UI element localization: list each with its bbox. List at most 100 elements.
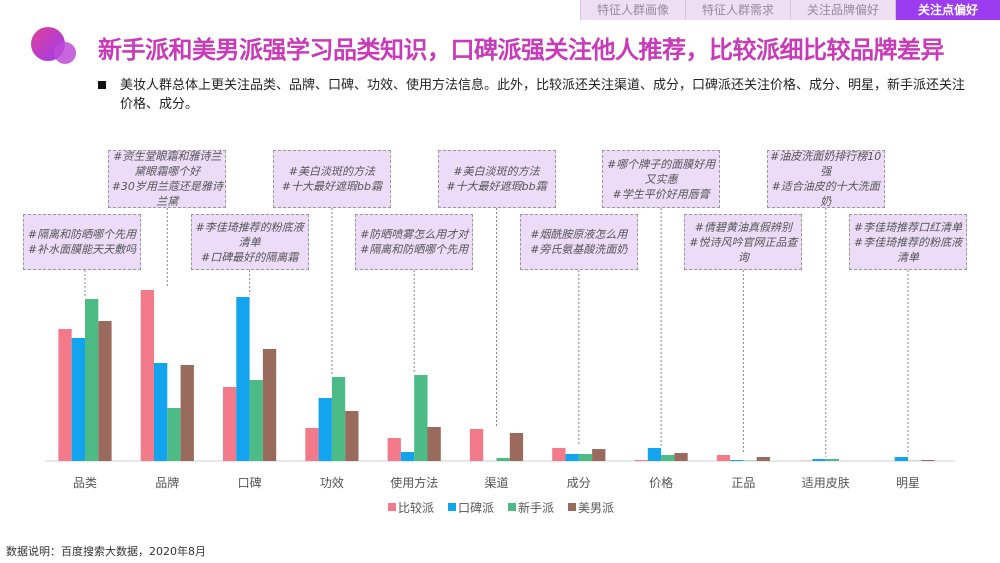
annotation-query: #十大最好遮瑕bb霜: [281, 180, 382, 193]
annotation-box: #哪个牌子的面膜好用又实惠 #学生平价好用唇膏: [602, 150, 721, 208]
bar-美男派-品类: [98, 321, 112, 461]
bar-比较派-品类: [58, 329, 72, 461]
summary-text: 美妆人群总体上更关注品类、品牌、口碑、功效、使用方法信息。此外，比较派还关注渠道…: [120, 78, 966, 112]
bar-新手派-品类: [85, 299, 99, 461]
bar-美男派-使用方法: [427, 427, 441, 461]
tab-needs[interactable]: 特征人群需求: [685, 0, 790, 20]
legend-swatch: [388, 503, 396, 511]
annotation-query: #倩碧黄油真假辨别: [694, 220, 792, 234]
annotation-box: #油皮洗面奶排行榜10强 #适合油皮的十大洗面奶: [766, 150, 885, 208]
bar-口碑派-正品: [730, 460, 744, 461]
annotation-query: #补水面膜能天天敷吗: [27, 243, 137, 256]
tab-brand-pref[interactable]: 关注品牌偏好: [790, 0, 895, 20]
annotation-box: #烟酰胺原液怎么用 #旁氏氨基酸洗面奶: [519, 214, 638, 270]
annotation-query: #烟酰胺原液怎么用: [530, 228, 628, 241]
annotation-query: #防晒喷雾怎么用才对: [360, 228, 469, 241]
bar-口碑派-明星: [894, 457, 908, 461]
tab-focus-pref[interactable]: 关注点偏好: [895, 0, 1000, 20]
legend-label: 新手派: [518, 500, 554, 515]
annotation-query: #悦诗风吟官网正品查询: [689, 235, 798, 264]
annotation-query: #十大最好遮瑕bb霜: [446, 180, 547, 193]
bar-新手派-使用方法: [414, 375, 428, 461]
x-tick-label: 口碑: [238, 475, 262, 490]
legend-swatch: [448, 503, 456, 511]
bar-美男派-渠道: [509, 433, 524, 461]
annotation-box: #倩碧黄油真假辨别 #悦诗风吟官网正品查询: [684, 214, 803, 270]
bar-美男派-明星: [921, 460, 935, 461]
bar-口碑派-价格: [647, 448, 662, 461]
annotation-box: #防晒喷雾怎么用才对 #隔离和防晒哪个先用: [355, 214, 474, 270]
bar-比较派-口碑: [223, 387, 237, 461]
annotation-query: #学生平价好用唇膏: [612, 187, 710, 201]
bar-新手派-渠道: [496, 458, 510, 461]
x-tick-label: 价格: [649, 475, 673, 490]
annotation-query: #30岁用兰蔻还是雅诗兰黛: [111, 180, 223, 208]
bar-新手派-成分: [578, 454, 593, 461]
summary-bullet: 美妆人群总体上更关注品类、品牌、口碑、功效、使用方法信息。此外，比较派还关注渠道…: [98, 76, 968, 114]
annotation-query: #旁氏氨基酸洗面奶: [530, 243, 628, 256]
bar-新手派-功效: [331, 377, 346, 461]
legend-label: 美男派: [578, 501, 614, 515]
bar-口碑派-口碑: [236, 297, 250, 461]
bar-比较派-成分: [552, 448, 566, 461]
logo-icon: [31, 27, 76, 64]
annotation-box: #资生堂眼霜和雅诗兰黛眼霜哪个好 #30岁用兰蔻还是雅诗兰黛: [108, 150, 227, 208]
annotation-query: #李佳琦推荐的粉底液清单: [195, 220, 304, 249]
nav-tabs: 特征人群画像 特征人群需求 关注品牌偏好 关注点偏好: [580, 0, 1000, 20]
annotation-query: #口碑最好的隔离霜: [200, 250, 299, 264]
annotation-box: #李佳琦推荐的粉底液清单 #口碑最好的隔离霜: [190, 214, 309, 270]
bar-口碑派-品牌: [154, 363, 168, 461]
annotation-box: #美白淡斑的方法 #十大最好遮瑕bb霜: [437, 150, 556, 208]
bar-新手派-适用皮肤: [825, 459, 839, 461]
x-tick-label: 明星: [896, 476, 920, 490]
bar-新手派-正品: [743, 460, 757, 461]
bar-口碑派-适用皮肤: [812, 459, 826, 461]
bar-新手派-口碑: [249, 380, 263, 461]
annotation-query: #资生堂眼霜和雅诗兰黛眼霜哪个好: [113, 150, 222, 178]
page-title: 新手派和美男派强学习品类知识，口碑派强关注他人推荐，比较派细比较品牌差异: [98, 36, 945, 64]
bar-美男派-正品: [756, 457, 770, 461]
legend-label: 比较派: [398, 500, 434, 515]
bar-比较派-品牌: [140, 290, 154, 461]
tab-portrait[interactable]: 特征人群画像: [580, 0, 685, 20]
annotation-query: #油皮洗面奶排行榜10强: [770, 150, 882, 178]
annotation-query: #隔离和防晒哪个先用: [360, 243, 469, 256]
annotation-box: #李佳琦推荐口红清单 #李佳琦推荐的粉底液清单: [849, 214, 967, 270]
x-tick-label: 成分: [567, 476, 591, 490]
bar-比较派-正品: [716, 455, 731, 461]
bar-比较派-渠道: [469, 429, 484, 461]
annotation-query: #李佳琦推荐口红清单: [853, 220, 963, 234]
bar-比较派-功效: [305, 428, 319, 461]
bar-美男派-成分: [592, 449, 606, 461]
bar-比较派-价格: [634, 460, 648, 461]
annotation-query: #美白淡斑的方法: [288, 165, 375, 178]
legend-swatch: [508, 503, 516, 511]
annotation-query: #哪个牌子的面膜好用又实惠: [606, 157, 716, 186]
bar-新手派-品牌: [167, 408, 181, 461]
x-tick-label: 品牌: [155, 476, 179, 490]
bar-美男派-口碑: [262, 349, 277, 461]
legend-swatch: [568, 503, 576, 511]
bar-口碑派-功效: [318, 398, 332, 461]
x-tick-label: 渠道: [484, 476, 508, 490]
bar-美男派-品牌: [180, 365, 194, 461]
bar-口碑派-使用方法: [400, 452, 415, 461]
x-tick-label: 功效: [320, 475, 344, 490]
bar-美男派-价格: [674, 453, 688, 461]
annotation-box: #美白淡斑的方法 #十大最好遮瑕bb霜: [272, 150, 391, 208]
bar-新手派-价格: [661, 455, 675, 461]
x-tick-label: 品类: [73, 476, 97, 490]
annotation-query: #李佳琦推荐的粉底液清单: [853, 235, 963, 264]
data-source: 数据说明：百度搜索大数据，2020年8月: [6, 545, 206, 558]
bar-比较派-使用方法: [387, 438, 401, 461]
bar-美男派-功效: [345, 411, 359, 461]
x-tick-label: 使用方法: [390, 475, 438, 490]
legend-label: 口碑派: [458, 500, 494, 515]
annotation-box: #隔离和防晒哪个先用 #补水面膜能天天敷吗: [23, 214, 141, 270]
bar-口碑派-成分: [565, 454, 579, 461]
annotation-query: #隔离和防晒哪个先用: [27, 228, 137, 241]
bar-口碑派-品类: [71, 338, 85, 461]
x-tick-label: 正品: [731, 476, 755, 490]
x-tick-label: 适用皮肤: [802, 475, 850, 490]
